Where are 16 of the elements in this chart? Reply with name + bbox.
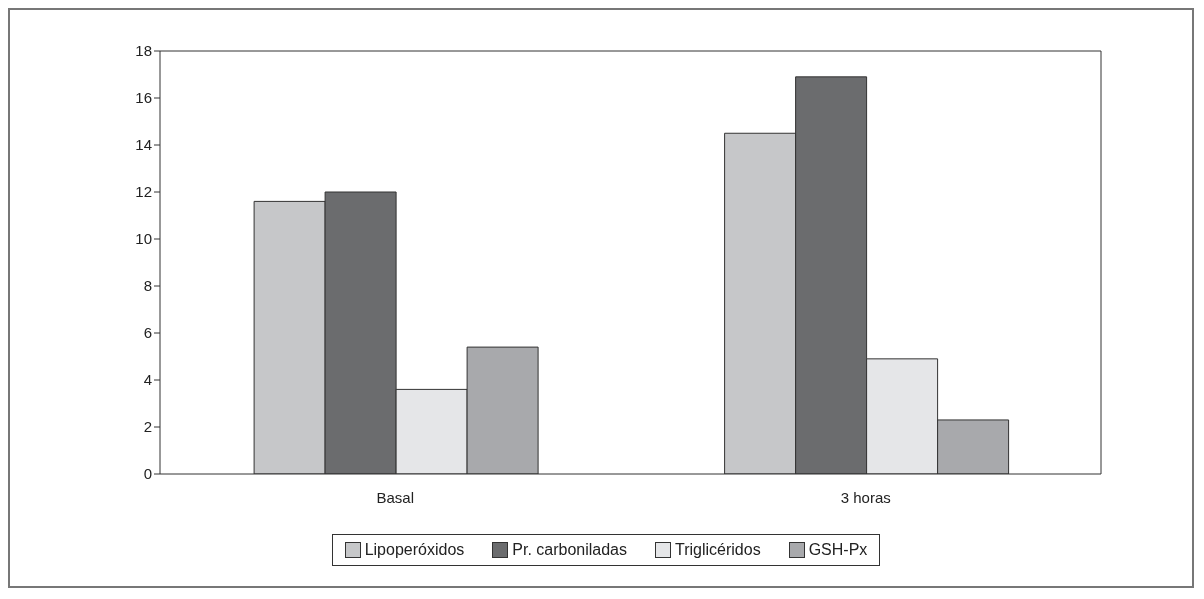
- legend-label: Triglicéridos: [674, 541, 761, 559]
- y-tick-label: 2: [143, 418, 152, 436]
- y-tick-label: 8: [143, 277, 152, 295]
- y-tick-label: 10: [135, 230, 152, 248]
- y-tick-label: 18: [135, 42, 152, 60]
- y-tick-label: 4: [143, 371, 152, 389]
- y-tick-label: 12: [135, 183, 152, 201]
- y-tick-label: 6: [143, 324, 152, 342]
- y-tick-label: 16: [135, 89, 152, 107]
- legend-label: Lipoperóxidos: [363, 541, 465, 559]
- legend-label: GSH-Px: [807, 541, 868, 559]
- x-tick-label: Basal: [376, 488, 415, 506]
- y-tick-label: 0: [143, 465, 152, 483]
- x-tick-label: 3 horas: [840, 488, 891, 506]
- y-tick-label: 14: [135, 136, 152, 154]
- legend-label: Pr. carboniladas: [511, 541, 628, 559]
